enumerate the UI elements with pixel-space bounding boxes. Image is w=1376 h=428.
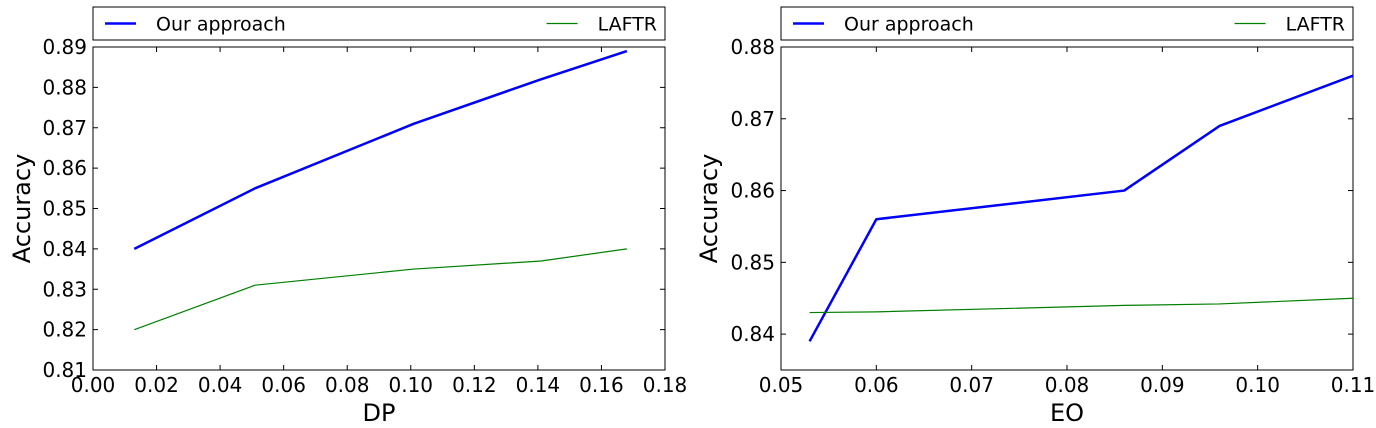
x-axis-label: DP <box>363 399 396 427</box>
plot-frame <box>92 46 666 371</box>
x-tick-label: 0.00 <box>71 373 116 397</box>
y-tick-label: 0.89 <box>42 35 87 59</box>
series-line-laftr <box>134 248 627 331</box>
y-tick-label: 0.88 <box>42 75 87 99</box>
x-tick-label: 0.07 <box>949 373 994 397</box>
x-axis-label: EO <box>1050 399 1084 427</box>
x-tick-label: 0.10 <box>1235 373 1280 397</box>
y-tick-label: 0.84 <box>730 322 775 346</box>
y-tick-label: 0.87 <box>42 116 87 140</box>
x-tick-label: 0.11 <box>1331 373 1376 397</box>
y-tick-label: 0.86 <box>42 156 87 180</box>
y-tick-label: 0.84 <box>42 237 87 261</box>
x-tick-label: 0.18 <box>643 373 688 397</box>
y-tick-label: 0.85 <box>42 197 87 221</box>
series-line-our-approach <box>808 74 1353 342</box>
legend-label: Our approach <box>156 14 286 36</box>
x-tick-label: 0.16 <box>579 373 624 397</box>
x-tick-label: 0.06 <box>854 373 899 397</box>
y-tick-label: 0.86 <box>730 179 775 203</box>
legend: Our approach LAFTR <box>92 6 666 41</box>
y-axis-label: Accuracy <box>8 154 36 264</box>
y-tick-label: 0.83 <box>42 277 87 301</box>
x-tick-label: 0.06 <box>261 373 306 397</box>
chart-panel-2: 0.05 0.06 0.07 0.08 0.09 0.10 0.11 0.84 0.85 0.86… <box>695 6 1376 427</box>
legend: Our approach LAFTR <box>780 6 1354 41</box>
legend-label: LAFTR <box>598 14 657 36</box>
legend-label: Our approach <box>844 14 974 36</box>
x-tick-label: 0.14 <box>516 373 561 397</box>
x-tick-label: 0.10 <box>389 373 434 397</box>
x-tick-label: 0.05 <box>759 373 804 397</box>
y-tick-label: 0.85 <box>730 250 775 274</box>
series-line-laftr <box>809 297 1353 314</box>
series-line-our-approach <box>133 49 628 250</box>
x-tick-label: 0.04 <box>198 373 243 397</box>
y-tick-label: 0.81 <box>42 358 87 382</box>
chart-panel-1: 0.00 0.02 0.04 0.06 0.08 0.10 0.12 0.14 0.16 0.18… <box>8 6 688 427</box>
y-tick-label: 0.88 <box>730 35 775 59</box>
x-tick-label: 0.09 <box>1140 373 1185 397</box>
x-tick-label: 0.12 <box>452 373 497 397</box>
x-tick-label: 0.08 <box>1045 373 1090 397</box>
x-tick-label: 0.02 <box>134 373 179 397</box>
y-tick-label: 0.82 <box>42 318 87 342</box>
plot-frame <box>780 46 1354 371</box>
legend-label: LAFTR <box>1286 14 1345 36</box>
x-tick-label: 0.08 <box>325 373 370 397</box>
y-tick-label: 0.87 <box>730 107 775 131</box>
y-axis-label: Accuracy <box>695 154 723 264</box>
